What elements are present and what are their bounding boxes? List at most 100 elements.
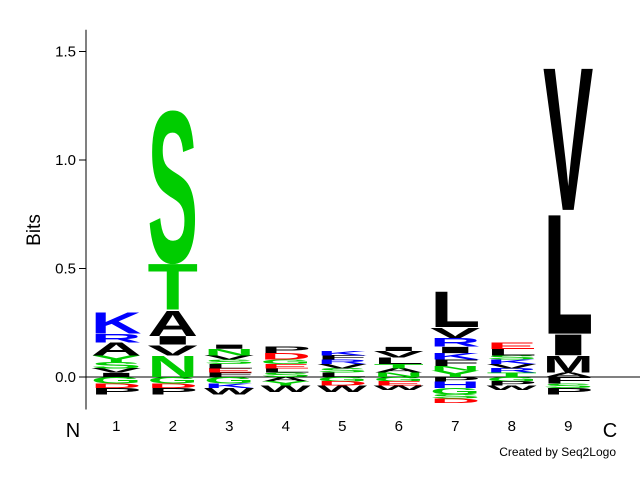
logo-letter: P <box>487 380 537 387</box>
logo-letter: F <box>543 376 593 386</box>
logo-letter: V <box>487 363 538 370</box>
logo-letter: A <box>374 367 424 374</box>
logo-letter: P <box>91 386 142 396</box>
logo-letter: G <box>374 376 424 383</box>
logo-letter: G <box>430 386 480 396</box>
logo-letter: G <box>487 376 537 383</box>
logo-letter: P <box>261 345 312 355</box>
logo-letter: R <box>91 331 141 344</box>
logo-letter: N <box>204 347 254 357</box>
logo-letter: W <box>261 384 311 394</box>
logo-letter: D <box>430 398 480 405</box>
logo-letter: Y <box>430 369 481 379</box>
y-axis <box>85 29 640 410</box>
logo-letter: G <box>261 358 311 365</box>
y-tick-label: 0.5 <box>55 261 76 278</box>
logo-letter: Y <box>91 354 142 364</box>
logo-letter: D <box>148 382 198 389</box>
logo-letter: L <box>317 372 367 379</box>
logo-letter: I <box>91 372 141 379</box>
logo-letter: W <box>374 385 425 392</box>
y-axis-title: Bits <box>24 214 45 246</box>
position-label: 5 <box>338 418 346 435</box>
logo-letter: T <box>487 372 538 379</box>
position-label: 7 <box>451 418 459 435</box>
y-tick-label: 1.0 <box>55 152 76 169</box>
position-label: 3 <box>225 418 233 435</box>
y-ticks: 0.0 0.5 1.0 1.5 <box>55 44 86 386</box>
logo-letter: G <box>317 376 367 383</box>
logo-letter: W <box>204 386 254 396</box>
logo-letter: L <box>430 281 480 338</box>
logo-letter: K <box>204 382 255 389</box>
logo-letter: F <box>430 358 480 368</box>
logo-letter: S <box>430 393 480 400</box>
logo-letter: K <box>487 359 538 366</box>
logo-letter: E <box>204 367 254 374</box>
y-tick-label: 0.0 <box>55 369 76 386</box>
logo-letter: D <box>91 382 141 389</box>
logo-letter: E <box>374 380 424 387</box>
logo-letter: K <box>317 350 368 357</box>
position-labels: 1 2 3 4 5 6 7 8 9 <box>112 418 572 435</box>
logo-letter: V <box>317 363 368 370</box>
position-label: 9 <box>564 418 572 435</box>
logo-letter: A <box>91 339 142 359</box>
logo-letter: L <box>543 178 593 370</box>
credit-text: Created by Seq2Logo <box>499 445 616 459</box>
logo-letter: L <box>204 363 254 370</box>
logo-letter: W <box>487 385 538 392</box>
logo-letter: D <box>317 380 367 387</box>
logo-letter: L <box>261 367 311 374</box>
position-label: 6 <box>395 418 403 435</box>
logo-letter: A <box>543 372 593 379</box>
logo-letter: F <box>204 372 254 379</box>
logo-letter: G <box>148 375 198 385</box>
logo-letter: N <box>148 350 198 384</box>
logo-letter: T <box>374 363 425 370</box>
logo-letter: Y <box>261 380 311 387</box>
logo-letter: I <box>430 345 480 355</box>
logo-letter: V <box>543 24 593 254</box>
logo-letter: I <box>204 343 254 350</box>
logo-letter: R <box>487 367 537 374</box>
logo-letter: S <box>91 360 142 370</box>
logo-letter: V <box>148 342 198 359</box>
logo-letter: P <box>430 376 480 383</box>
logo-letter: S <box>148 67 198 309</box>
logo-letter: I <box>374 346 424 353</box>
logo-letter: L <box>487 347 537 357</box>
logo-letter: R <box>430 336 480 349</box>
logo-letter: A <box>148 303 199 343</box>
logo-letter: V <box>374 349 425 359</box>
logo-letter: P <box>148 386 199 396</box>
logo-letter: S <box>543 382 593 389</box>
logo-letter: S <box>204 359 254 366</box>
position-label: 1 <box>112 418 120 435</box>
logo-letter: V <box>91 367 142 374</box>
logo-letter: I <box>148 334 198 347</box>
logo-letter: W <box>317 384 367 394</box>
logo-letter: T <box>148 250 198 324</box>
logo-letter: N <box>374 372 424 379</box>
logo-letter: K <box>430 351 480 361</box>
logo-letter: G <box>91 375 141 385</box>
c-terminus-label: C <box>603 420 617 442</box>
n-terminus-label: N <box>66 420 80 442</box>
logo-letter: M <box>543 351 593 378</box>
logo-letter: H <box>430 380 480 390</box>
logo-letter: D <box>261 351 311 361</box>
logo-letter: E <box>261 363 311 370</box>
position-label: 2 <box>169 418 177 435</box>
logo-letter: A <box>261 376 311 383</box>
logo-letter: G <box>204 375 254 385</box>
logo-letter: N <box>430 365 480 372</box>
logo-letter: F <box>317 354 367 361</box>
logo-letter: S <box>317 367 367 374</box>
position-label: 8 <box>508 418 516 435</box>
logo-letter: V <box>430 324 480 341</box>
logo-letter: L <box>374 356 424 366</box>
logo-letter: S <box>487 354 537 361</box>
logo-letter: S <box>261 372 311 379</box>
